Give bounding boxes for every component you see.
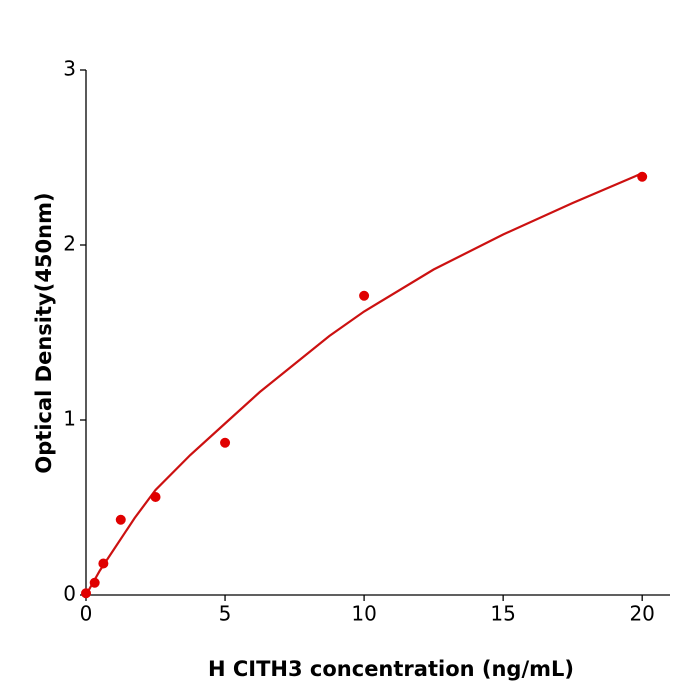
y-tick-label: 2 <box>63 232 76 256</box>
y-tick-label: 3 <box>63 57 76 81</box>
data-point <box>89 577 100 588</box>
data-point <box>637 171 648 182</box>
fit-curve <box>85 172 643 596</box>
x-tick-label: 0 <box>80 602 93 626</box>
y-tick-label: 1 <box>63 407 76 431</box>
data-point <box>81 588 91 599</box>
x-axis-title: H CITH3 concentration (ng/mL) <box>208 657 574 681</box>
data-point <box>115 514 126 525</box>
y-axis-title: Optical Density(450nm) <box>32 192 56 473</box>
data-point <box>220 437 231 448</box>
x-tick-label: 15 <box>490 602 515 626</box>
x-tick-label: 10 <box>351 602 376 626</box>
data-point <box>150 492 161 502</box>
data-point <box>98 558 109 569</box>
x-tick-label: 5 <box>219 602 232 626</box>
x-tick-label: 20 <box>629 602 654 626</box>
data-point <box>359 290 370 301</box>
y-tick-label: 0 <box>63 582 76 606</box>
